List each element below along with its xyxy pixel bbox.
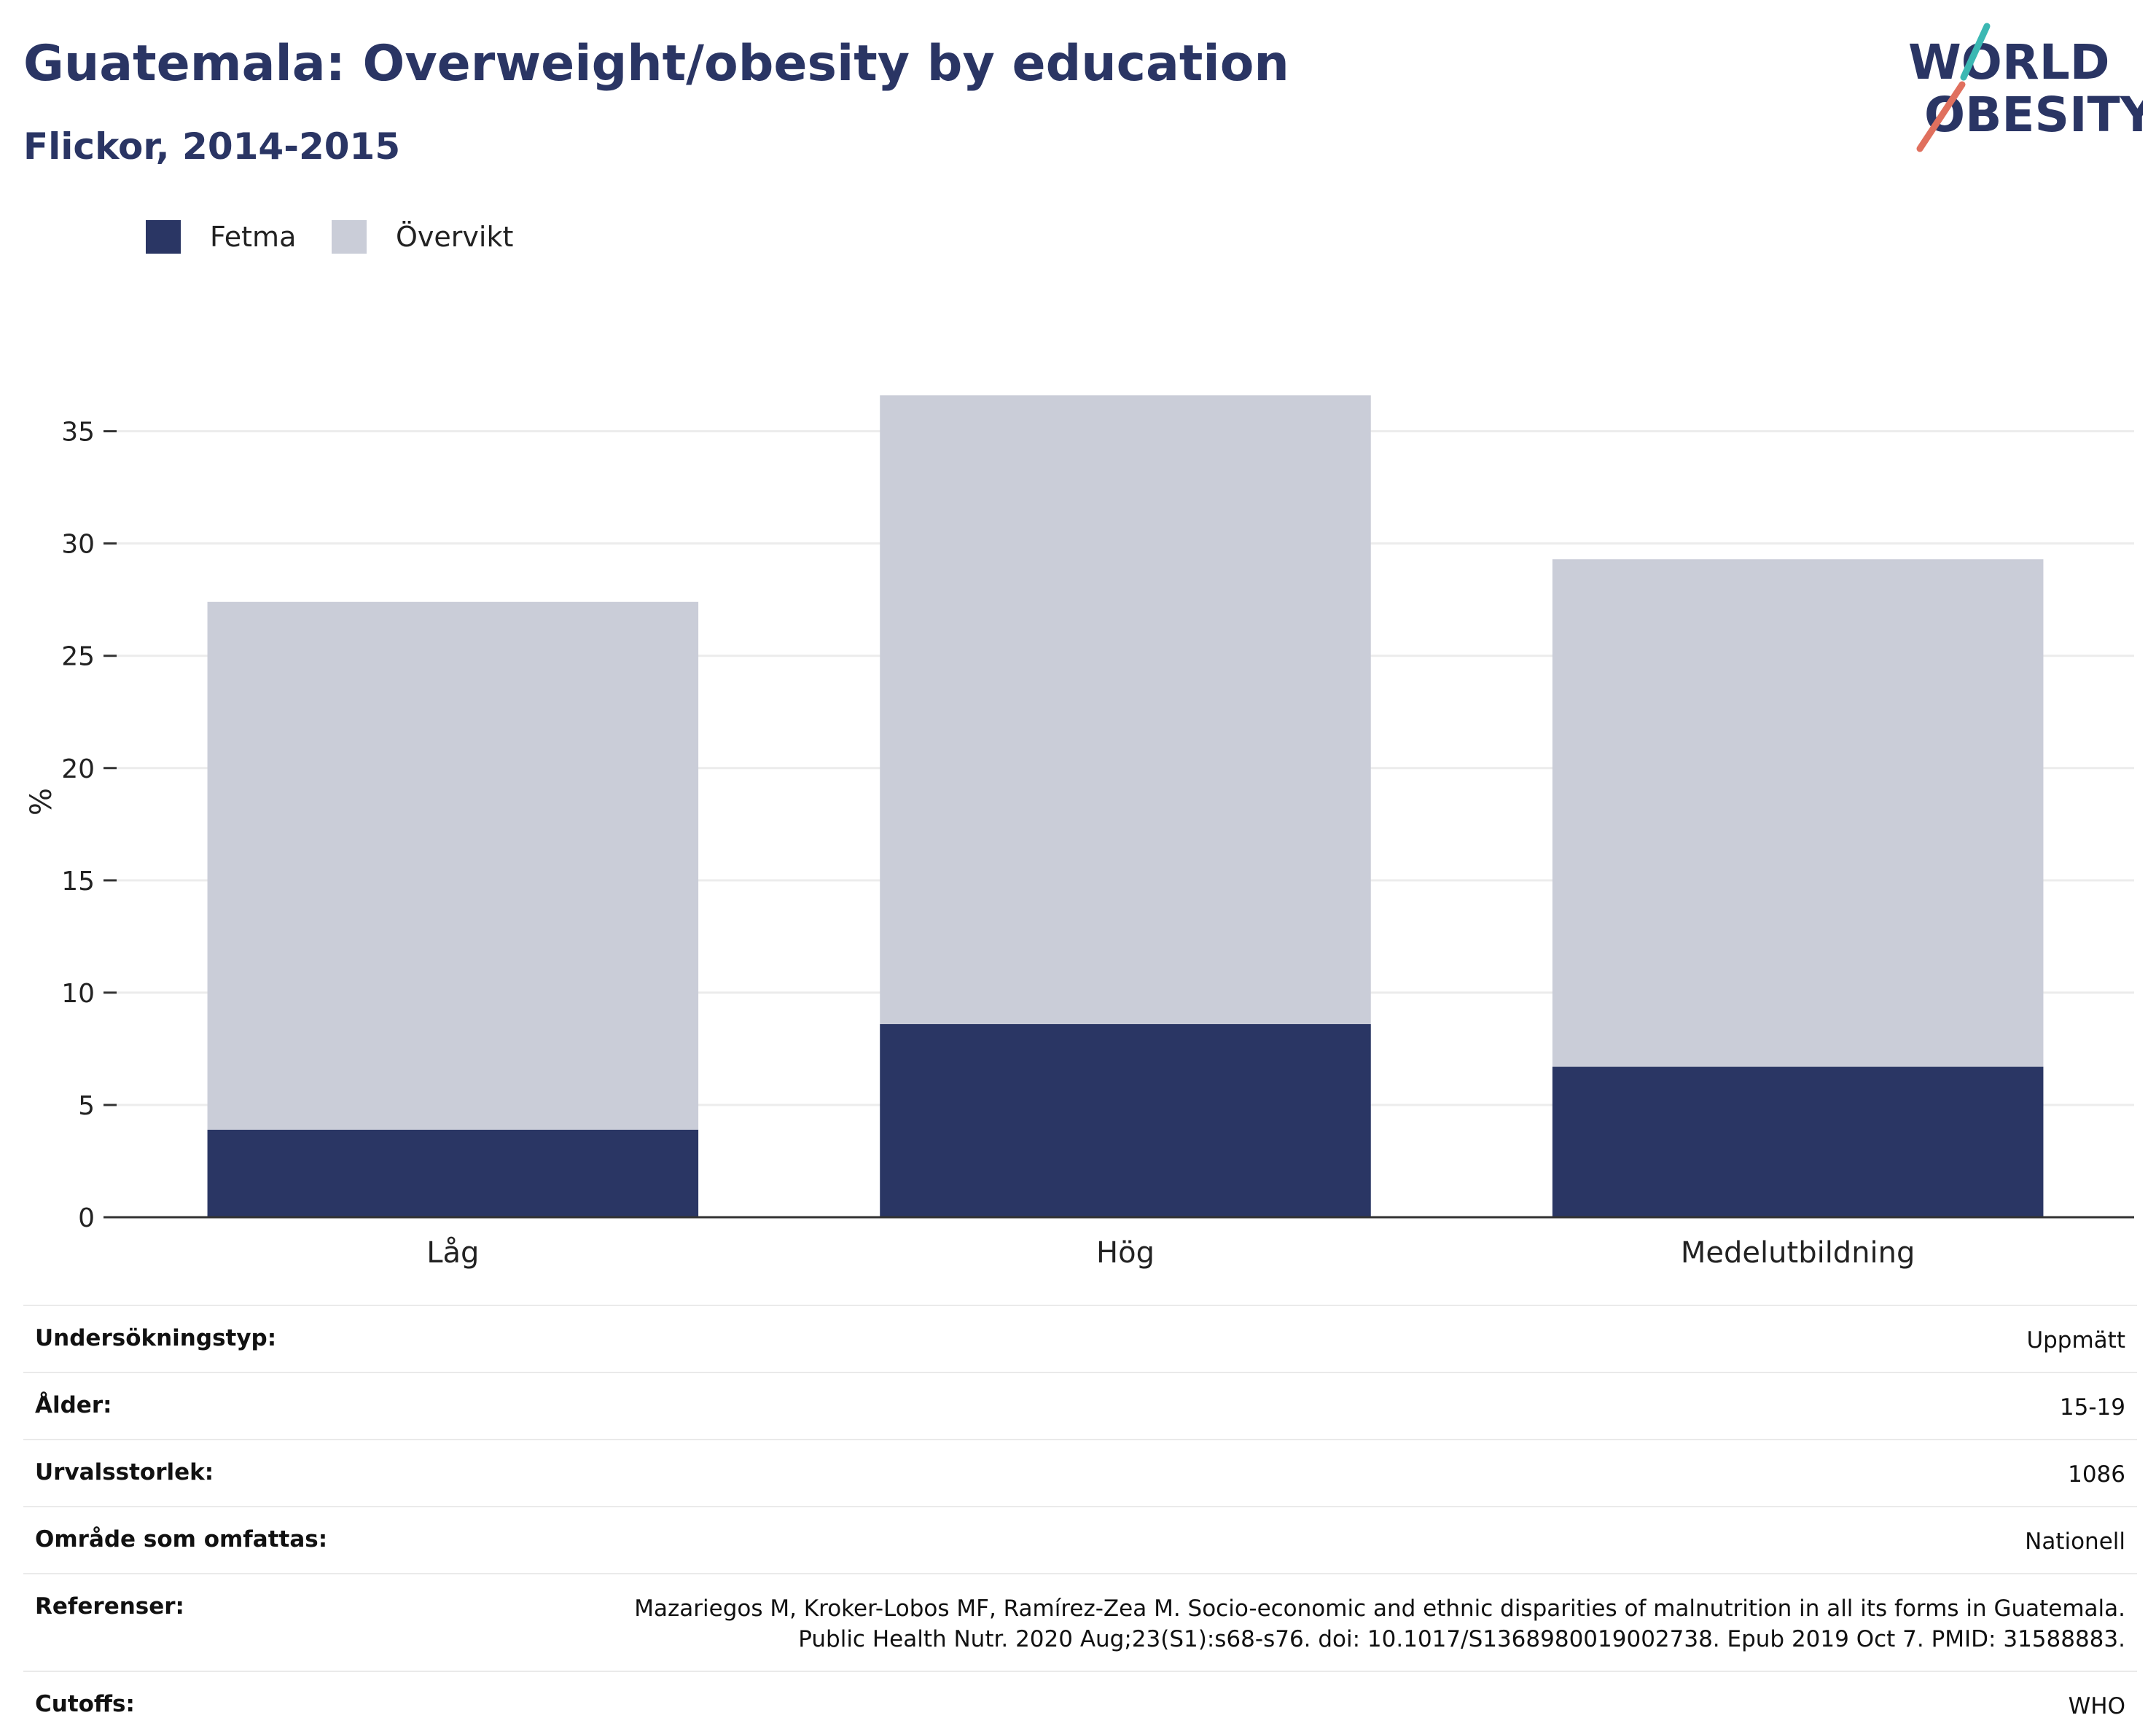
bars — [207, 395, 2044, 1217]
info-key: Cutoffs: — [23, 1671, 388, 1734]
logo-teal-slash — [1960, 23, 1991, 81]
bar-overvikt-2 — [1552, 559, 2044, 1067]
info-value-line: 15-19 — [2059, 1394, 2125, 1421]
info-value: 15-19 — [388, 1372, 2137, 1440]
chart-title: Guatemala: Overweight/obesity by educati… — [23, 35, 1289, 93]
info-value: WHO — [388, 1671, 2137, 1734]
legend-swatch-0 — [146, 220, 181, 254]
y-axis-ticks: 0 5 10 15 20 25 30 35 — [61, 418, 117, 1233]
y-tick-label: 15 — [61, 867, 95, 897]
bar-chart: Fetma Övervikt 0 5 10 15 20 25 30 35 Låg Hög Medel… — [25, 220, 2134, 1270]
y-tick-label: 35 — [61, 418, 95, 448]
info-row: Undersökningstyp: Uppmätt — [23, 1305, 2137, 1372]
legend-label-0: Fetma — [210, 221, 296, 253]
info-value-line: Public Health Nutr. 2020 Aug;23(S1):s68-… — [798, 1626, 2125, 1652]
legend-swatch-1 — [332, 220, 367, 254]
info-key: Urvalsstorlek: — [23, 1439, 388, 1507]
legend: Fetma Övervikt — [146, 220, 513, 254]
y-tick-label: 20 — [61, 754, 95, 784]
legend-label-1: Övervikt — [396, 221, 513, 253]
y-tick-label: 10 — [61, 979, 95, 1009]
info-key: Referenser: — [23, 1573, 388, 1671]
chart-subtitle: Flickor, 2014-2015 — [23, 125, 401, 168]
x-tick-label: Medelutbildning — [1681, 1236, 1915, 1270]
logo-coral-slash — [1916, 81, 1966, 152]
x-tick-label: Låg — [426, 1236, 479, 1270]
info-key: Ålder: — [23, 1372, 388, 1440]
info-value: Mazariegos M, Kroker-Lobos MF, Ramírez-Z… — [388, 1573, 2137, 1671]
info-value: 1086 — [388, 1439, 2137, 1507]
info-key: Undersökningstyp: — [23, 1305, 388, 1372]
x-tick-label: Hög — [1096, 1236, 1155, 1270]
y-tick-label: 0 — [78, 1203, 95, 1233]
info-value-line: WHO — [2068, 1693, 2125, 1719]
info-row: Område som omfattas: Nationell — [23, 1506, 2137, 1574]
info-key: Område som omfattas: — [23, 1506, 388, 1574]
bar-overvikt-0 — [207, 601, 699, 1130]
y-tick-label: 5 — [78, 1091, 95, 1121]
bar-overvikt-1 — [880, 395, 1371, 1025]
bar-fetma-2 — [1552, 1066, 2044, 1217]
logo-line1: WORLD — [1908, 34, 2110, 90]
info-value: Uppmätt — [388, 1305, 2137, 1372]
info-row: Cutoffs: WHO — [23, 1671, 2137, 1734]
info-value: Nationell — [388, 1506, 2137, 1574]
info-row: Ålder: 15-19 — [23, 1372, 2137, 1440]
info-row: Urvalsstorlek: 1086 — [23, 1439, 2137, 1507]
bar-fetma-1 — [880, 1024, 1371, 1217]
logo-line2: OBESITY — [1924, 87, 2143, 143]
y-tick-label: 30 — [61, 530, 95, 560]
info-value-line: Uppmätt — [2026, 1327, 2125, 1354]
y-tick-label: 25 — [61, 642, 95, 672]
info-value-line: 1086 — [2068, 1461, 2125, 1488]
info-table: Undersökningstyp: Uppmätt Ålder: 15-19 Urval… — [23, 1305, 2137, 1734]
world-obesity-logo: WORLD OBESITY — [1908, 23, 2143, 152]
x-axis-ticks: Låg Hög Medelutbildning — [426, 1236, 1915, 1270]
info-value-line: Mazariegos M, Kroker-Lobos MF, Ramírez-Z… — [634, 1596, 2125, 1622]
bar-fetma-0 — [207, 1129, 699, 1217]
info-row: Referenser: Mazariegos M, Kroker-Lobos MF… — [23, 1573, 2137, 1671]
info-value-line: Nationell — [2025, 1528, 2125, 1555]
y-axis-label: % — [25, 788, 58, 816]
